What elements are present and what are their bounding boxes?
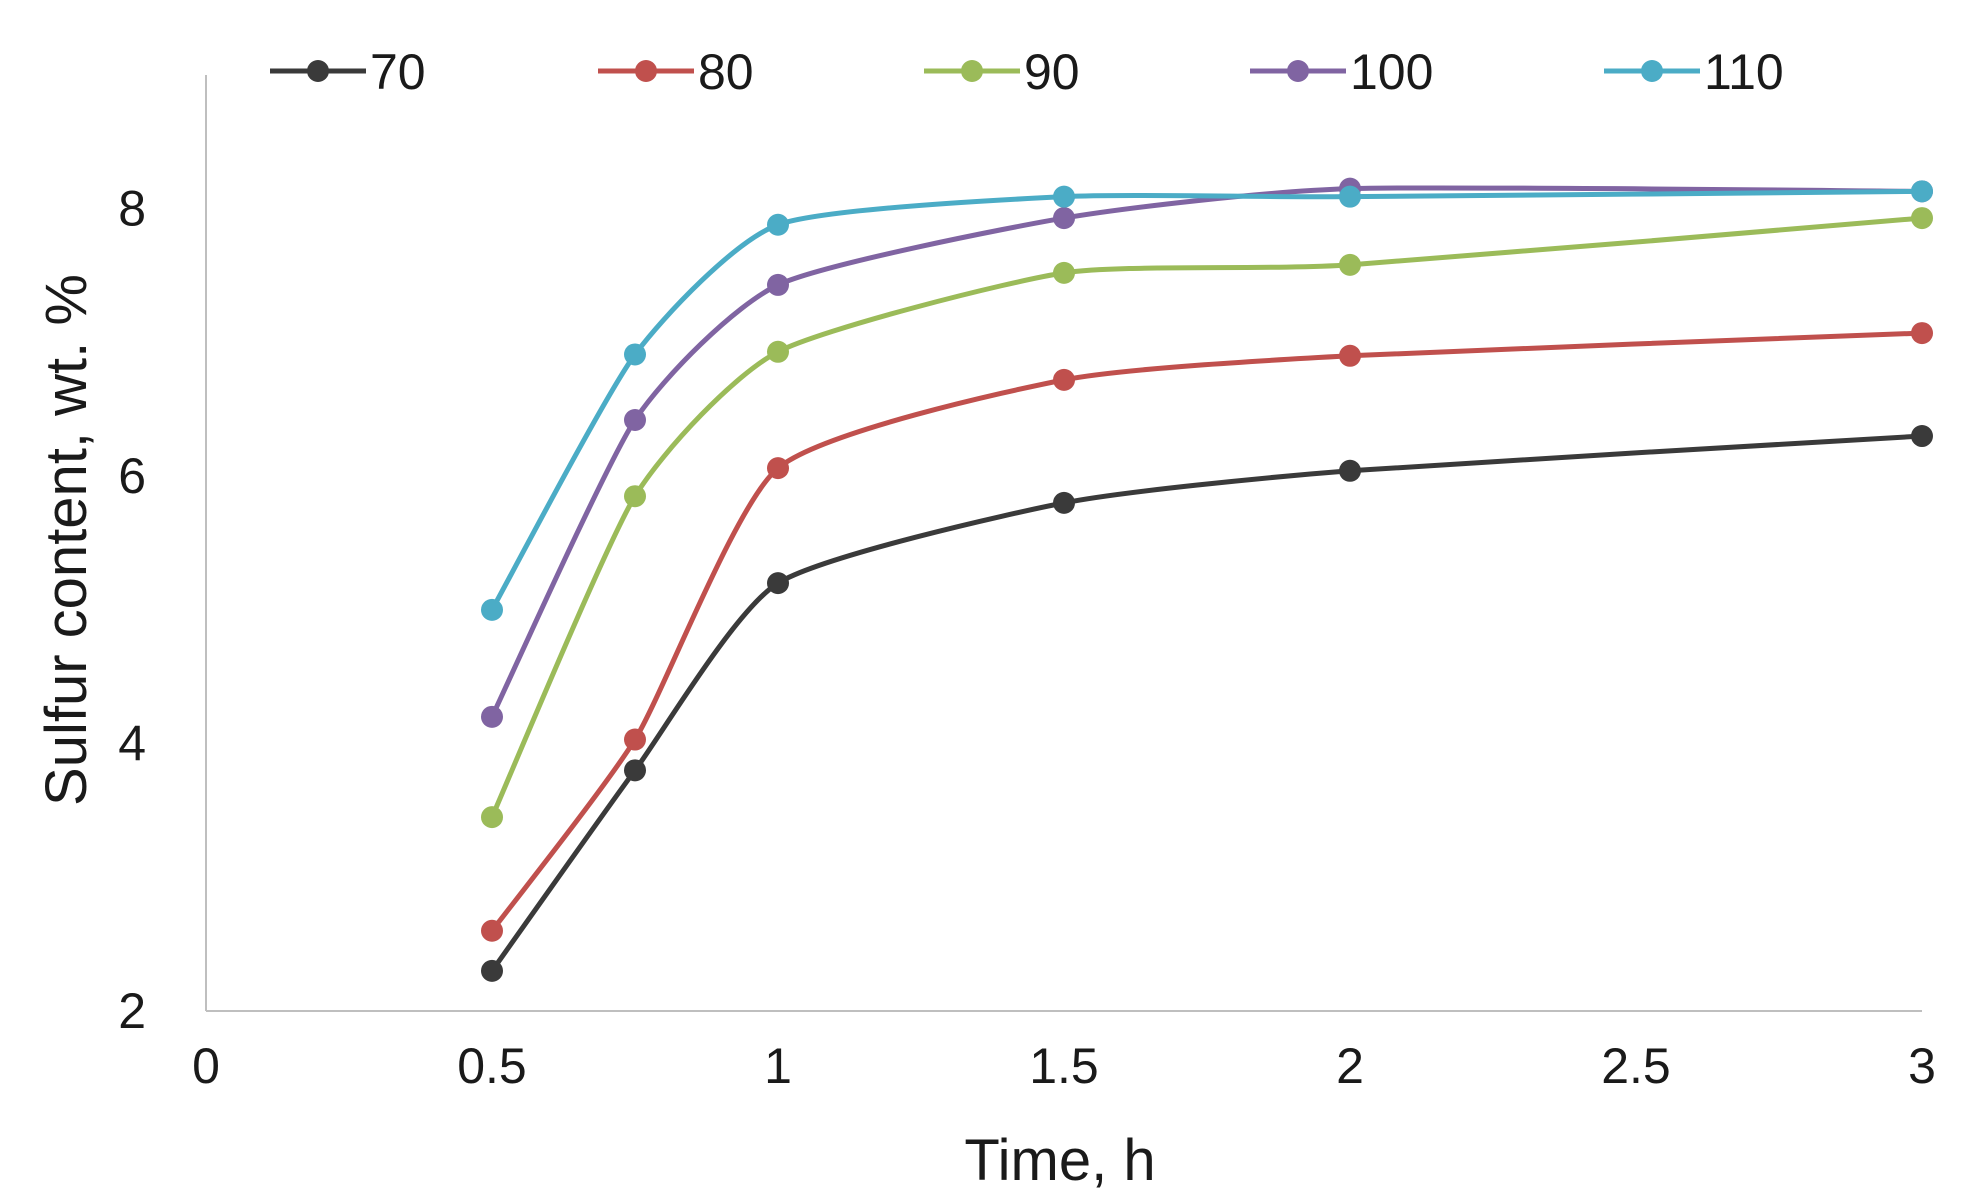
data-point [1339,344,1361,367]
legend-item: 90 [924,44,1080,100]
legend-marker [307,60,329,82]
data-point [1053,207,1075,230]
data-point [481,919,503,942]
legend-item: 110 [1604,44,1784,100]
legend-marker [635,60,657,82]
data-point [624,408,646,431]
series-line [489,215,1925,820]
legend-label: 100 [1350,44,1433,100]
data-point [767,572,789,595]
data-point [1339,185,1361,208]
legend-marker [1287,60,1309,82]
x-tick-label: 1.5 [1029,1038,1099,1094]
data-point [767,340,789,363]
legend-label: 80 [698,44,754,100]
data-point [624,343,646,366]
series-70 [481,425,1933,982]
data-point [481,598,503,621]
x-tick-label: 1 [764,1038,792,1094]
legend-item: 70 [270,44,426,100]
x-tick-label: 0.5 [457,1038,527,1094]
data-point [624,728,646,751]
x-axis-title: Time, h [964,1128,1155,1193]
legend-label: 110 [1704,44,1784,100]
data-point [481,705,503,728]
series-group [481,177,1933,982]
data-point [1339,459,1361,482]
data-point [767,213,789,236]
axes [205,75,1922,1012]
data-point [767,273,789,296]
data-point [1911,322,1933,345]
data-point [1911,207,1933,230]
y-tick-label: 8 [118,181,146,237]
legend-label: 90 [1024,44,1080,100]
legend: 70 80 90 100 110 [270,44,1784,100]
data-point [1053,261,1075,284]
x-tick-label: 3 [1908,1038,1936,1094]
data-point [1911,425,1933,448]
series-line [489,330,1925,934]
x-tick-label: 2.5 [1601,1038,1671,1094]
data-point [1339,253,1361,276]
data-point [624,759,646,782]
data-point [1053,185,1075,208]
y-tick-label: 6 [118,448,146,504]
series-90 [481,207,1933,829]
data-point [481,806,503,829]
series-line [489,433,1925,974]
series-line [489,185,1925,720]
x-tick-labels: 0 0.5 1 1.5 2 2.5 3 [192,1038,1936,1094]
legend-marker [961,60,983,82]
series-line [489,188,1925,613]
data-point [481,959,503,982]
series-110 [481,180,1933,621]
series-80 [481,322,1933,942]
x-tick-label: 2 [1336,1038,1364,1094]
data-point [1053,491,1075,514]
legend-item: 100 [1250,44,1433,100]
y-axis-title: Sulfur content, wt. % [34,274,99,806]
y-tick-labels: 2 4 6 8 [118,181,146,1039]
legend-label: 70 [370,44,426,100]
data-point [624,485,646,508]
legend-marker [1641,60,1663,82]
data-point [767,457,789,480]
legend-item: 80 [598,44,754,100]
x-tick-label: 0 [192,1038,220,1094]
y-tick-label: 2 [118,983,146,1039]
series-100 [481,177,1933,728]
y-tick-label: 4 [118,716,146,772]
data-point [1911,180,1933,203]
data-point [1053,368,1075,391]
